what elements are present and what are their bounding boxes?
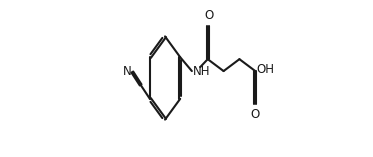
Text: NH: NH — [192, 65, 210, 78]
Text: N: N — [123, 65, 132, 78]
Text: OH: OH — [257, 63, 275, 76]
Text: O: O — [251, 108, 260, 122]
Text: O: O — [204, 9, 213, 22]
